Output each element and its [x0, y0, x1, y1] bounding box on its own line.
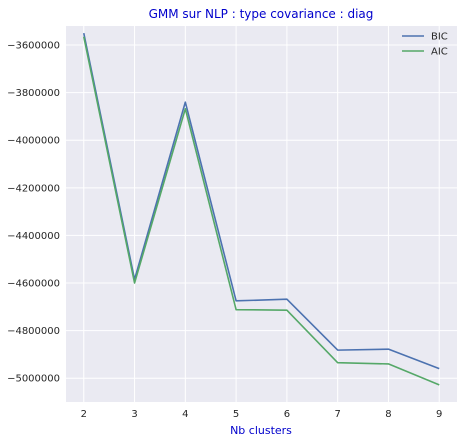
legend-label-aic: AIC [431, 47, 448, 58]
series-line-bic [82, 32, 440, 370]
legend: BIC AIC [402, 32, 448, 58]
chart-title: GMM sur NLP : type covariance : diag [149, 7, 374, 21]
y-tick-label: −4000000 [7, 136, 60, 147]
y-tick-label: −3600000 [7, 41, 60, 52]
x-tick-label: 2 [81, 409, 87, 420]
series-layer [82, 32, 440, 386]
x-tick-label: 5 [233, 409, 239, 420]
y-tick-label: −4200000 [7, 183, 60, 194]
x-axis-label: Nb clusters [230, 424, 292, 437]
x-tick-label: 4 [182, 409, 188, 420]
tick-labels: 2 3 4 5 6 7 8 9 −3600000 −3800000 −4000000 −4200000… [7, 41, 442, 420]
x-tick-label: 6 [284, 409, 290, 420]
x-tick-label: 9 [436, 409, 442, 420]
x-tick-label: 3 [131, 409, 137, 420]
y-tick-label: −5000000 [7, 374, 60, 385]
y-tick-label: −4600000 [7, 279, 60, 290]
series-line-aic [82, 36, 440, 386]
x-tick-label: 7 [334, 409, 340, 420]
y-tick-label: −4400000 [7, 231, 60, 242]
y-tick-label: −4800000 [7, 326, 60, 337]
x-tick-label: 8 [385, 409, 391, 420]
plot-area [66, 26, 457, 402]
legend-label-bic: BIC [431, 32, 448, 43]
y-tick-label: −3800000 [7, 88, 60, 99]
grid [66, 26, 457, 402]
